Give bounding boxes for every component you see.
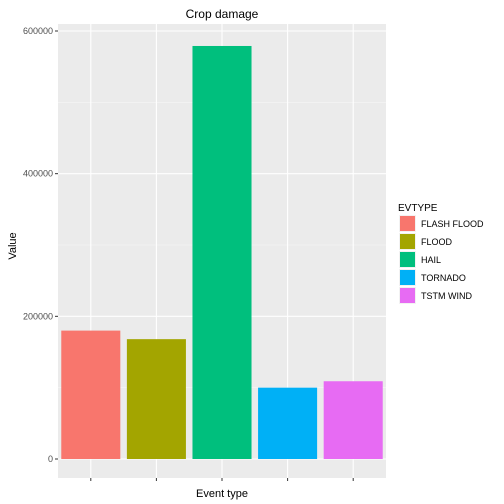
- legend-title: EVTYPE: [398, 203, 438, 214]
- legend-swatch: [400, 288, 415, 303]
- legend-item: TSTM WIND: [399, 287, 472, 304]
- bar-flood: [126, 339, 186, 459]
- bar-flash-flood: [61, 330, 121, 459]
- legend-item: TORNADO: [399, 269, 466, 286]
- bar-tornado: [258, 387, 318, 459]
- y-axis-label: Value: [7, 232, 19, 259]
- y-tick-label: 0: [48, 454, 53, 464]
- legend-item: HAIL: [399, 251, 441, 268]
- legend-label: TSTM WIND: [421, 291, 472, 301]
- legend-label: TORNADO: [421, 273, 466, 283]
- x-axis-label: Event type: [196, 488, 248, 500]
- bar-hail: [192, 45, 252, 459]
- y-axis: 0 200000 400000 600000: [23, 26, 58, 464]
- legend-label: FLASH FLOOD: [421, 219, 484, 229]
- legend-swatch: [400, 270, 415, 285]
- bar-tstm-wind: [323, 381, 383, 459]
- legend-label: HAIL: [421, 255, 441, 265]
- legend-swatch: [400, 234, 415, 249]
- legend-item: FLOOD: [399, 233, 453, 250]
- y-tick-label: 400000: [23, 169, 53, 179]
- chart-title: Crop damage: [186, 7, 259, 21]
- y-tick-label: 600000: [23, 26, 53, 36]
- y-tick-label: 200000: [23, 311, 53, 321]
- bars: [61, 45, 383, 459]
- legend-item: FLASH FLOOD: [399, 215, 484, 232]
- legend-swatch: [400, 252, 415, 267]
- legend-swatch: [400, 216, 415, 231]
- legend-label: FLOOD: [421, 237, 453, 247]
- legend: EVTYPE FLASH FLOOD FLOOD HAIL TORNADO TSTM W…: [398, 203, 484, 304]
- x-axis: [90, 478, 354, 481]
